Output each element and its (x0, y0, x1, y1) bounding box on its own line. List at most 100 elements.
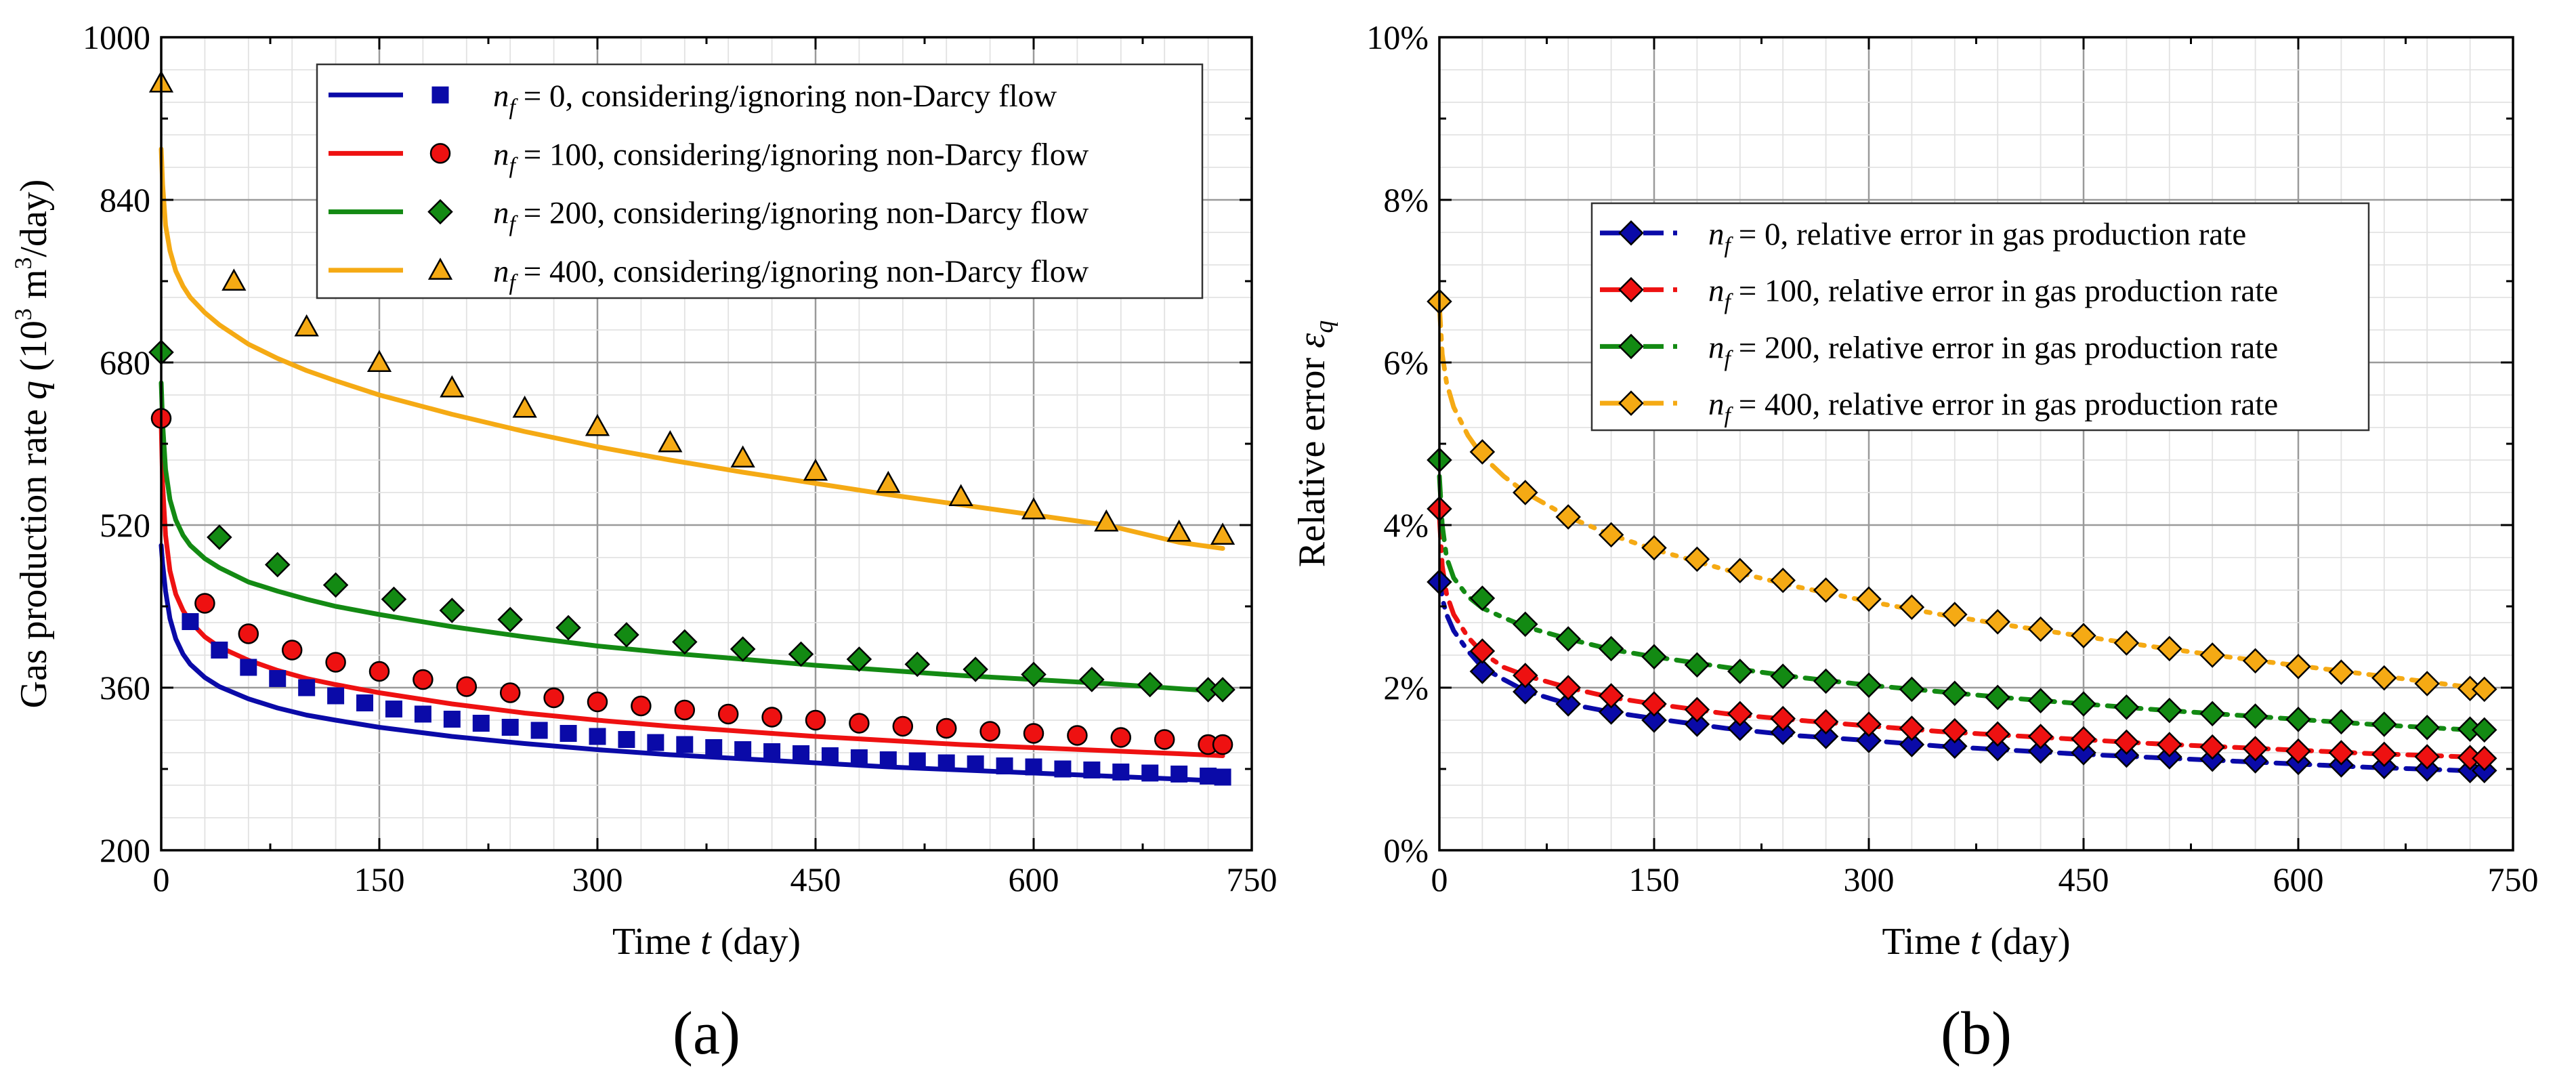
data-point-nf-200 (1856, 672, 1882, 699)
data-point-nf-0 (2113, 742, 2140, 768)
data-point-nf-200 (1727, 659, 1753, 684)
data-point-nf-100 (2328, 740, 2355, 766)
data-point-nf-400 (1598, 522, 1624, 548)
x-tick-label: 600 (1009, 860, 1059, 898)
data-point-nf-400 (1727, 558, 1753, 583)
data-point-nf-0 (850, 749, 868, 766)
data-point-nf-400 (2071, 623, 2096, 648)
data-point-nf-100 (717, 703, 739, 725)
data-point-nf-100 (2027, 724, 2054, 749)
data-point-nf-400 (1641, 535, 1667, 561)
data-point-nf-0 (2071, 740, 2096, 766)
y-tick-label: 6% (1383, 343, 1429, 381)
y-tick-label: 2% (1383, 669, 1429, 707)
y-tick-label: 4% (1383, 506, 1429, 544)
data-point-nf-0 (705, 739, 723, 756)
data-point-nf-400 (585, 413, 610, 436)
y-tick-label: 0% (1383, 831, 1429, 869)
data-point-nf-0 (298, 679, 316, 696)
y-tick-label: 360 (100, 669, 150, 707)
data-point-nf-100 (1555, 675, 1581, 701)
x-axis-label: Time t (day) (612, 921, 801, 963)
series-line-nf-400 (159, 146, 1225, 551)
data-point-nf-0 (1141, 764, 1159, 782)
data-point-nf-0 (1083, 762, 1101, 778)
y-axis-label: Gas production rate q (103 m3/day) (9, 180, 55, 709)
data-point-nf-0 (559, 725, 577, 742)
data-point-nf-0 (1770, 720, 1796, 745)
legend-label-nf-100: nf = 100, relative error in gas producti… (1708, 274, 2278, 315)
data-point-nf-200 (207, 524, 232, 550)
legend-label-nf-0: nf = 0, considering/ignoring non-Darcy f… (493, 79, 1057, 120)
legend-marker-nf-200 (1618, 333, 1644, 360)
data-point-nf-200 (904, 651, 931, 678)
data-point-nf-0 (589, 728, 606, 745)
data-point-nf-100 (1985, 721, 2010, 747)
data-point-nf-400 (512, 395, 537, 418)
data-point-nf-100 (1067, 725, 1088, 746)
data-point-nf-400 (2157, 635, 2182, 662)
data-point-nf-100 (1023, 723, 1044, 744)
data-point-nf-400 (221, 268, 247, 291)
x-tick-label: 0 (1431, 860, 1448, 898)
x-tick-label: 450 (790, 860, 841, 898)
legend-label-nf-100: nf = 100, considering/ignoring non-Darcy… (493, 137, 1089, 178)
panel-a-chart: 0 150 300 450 600 750 200 360 520 680 840 1000 Time … (9, 18, 1278, 1067)
data-point-nf-400 (1210, 522, 1236, 545)
data-point-nf-0 (269, 670, 287, 687)
data-point-nf-200 (1985, 684, 2010, 711)
series-line-nf-100 (159, 421, 1225, 758)
data-point-nf-0 (1942, 733, 1968, 759)
data-point-nf-0 (472, 715, 490, 732)
data-point-nf-200 (1469, 585, 1496, 611)
x-tick-label: 600 (2273, 860, 2324, 898)
data-point-nf-0 (356, 694, 374, 711)
data-point-nf-0 (530, 722, 548, 739)
data-point-nf-400 (1942, 602, 1968, 627)
legend-label-nf-400: nf = 400, relative error in gas producti… (1708, 387, 2278, 428)
data-point-nf-100 (1942, 717, 1968, 744)
data-point-nf-100 (892, 715, 914, 737)
y-tick-label: 8% (1383, 181, 1429, 219)
data-point-nf-0 (182, 613, 199, 630)
data-point-nf-200 (672, 629, 698, 655)
data-point-nf-400 (1856, 586, 1882, 612)
data-point-nf-0 (1641, 707, 1667, 733)
data-point-nf-400 (2113, 630, 2140, 656)
data-point-nf-200 (2027, 688, 2054, 713)
data-point-nf-200 (963, 656, 988, 682)
data-point-nf-100 (1899, 715, 1925, 741)
legend: nf = 0, considering/ignoring non-Darcy f… (316, 63, 1204, 299)
data-point-nf-400 (1813, 577, 1839, 603)
data-point-nf-0 (676, 736, 694, 753)
data-point-nf-200 (1598, 635, 1624, 662)
data-point-nf-400 (366, 350, 392, 373)
data-point-nf-400 (1166, 519, 1191, 542)
data-point-nf-100 (238, 623, 259, 644)
data-point-nf-100 (325, 652, 346, 673)
data-point-nf-400 (2471, 676, 2497, 703)
data-point-nf-100 (587, 691, 608, 713)
data-point-nf-200 (2414, 715, 2440, 741)
data-point-nf-0 (879, 751, 897, 768)
data-point-nf-0 (647, 734, 664, 751)
data-point-nf-400 (2414, 671, 2440, 696)
legend-label-nf-200: nf = 200, considering/ignoring non-Darcy… (493, 196, 1089, 237)
data-point-nf-100 (2242, 736, 2268, 762)
data-point-nf-400 (2199, 642, 2225, 668)
data-point-nf-0 (1469, 659, 1496, 684)
data-point-nf-0 (908, 752, 926, 770)
y-tick-label: 200 (100, 831, 150, 869)
data-point-nf-0 (1598, 699, 1624, 725)
data-point-nf-0 (996, 757, 1013, 774)
legend-label-nf-400: nf = 400, considering/ignoring non-Darcy… (493, 254, 1089, 295)
data-point-nf-100 (1212, 734, 1233, 755)
data-point-nf-200 (2371, 711, 2397, 737)
data-point-nf-0 (2027, 738, 2054, 764)
data-point-nf-100 (456, 676, 478, 697)
panel-label: (b) (1941, 1000, 2012, 1067)
data-point-nf-200 (497, 606, 523, 633)
data-point-nf-200 (2157, 697, 2182, 724)
data-point-nf-100 (2285, 738, 2311, 764)
